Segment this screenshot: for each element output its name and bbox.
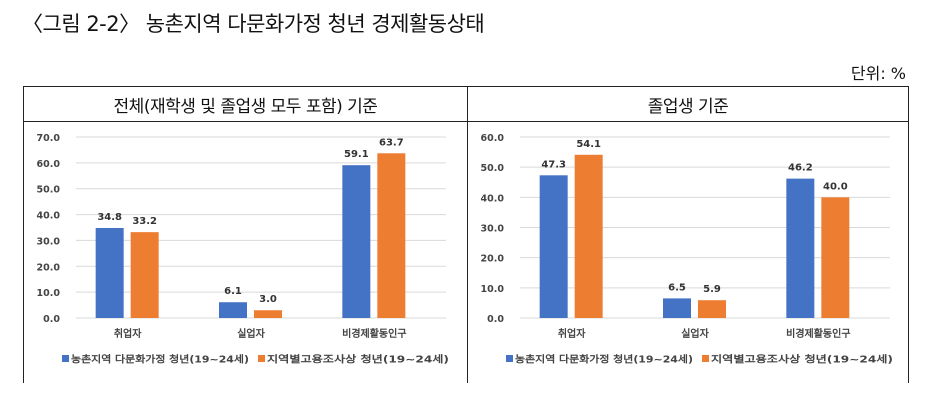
data-label: 33.2 <box>132 216 157 227</box>
bar-2-1 <box>377 153 406 318</box>
y-tick-label: 60.0 <box>37 159 61 170</box>
data-label: 54.1 <box>576 139 601 150</box>
chart2-svg: 0.0 10.0 20.0 30.0 40.0 50.0 60.0 47.3 54.1 취업자 6.… <box>481 133 893 366</box>
bar-1-1 <box>254 310 282 318</box>
x-tick-label: 취업자 <box>114 327 142 340</box>
data-label: 63.7 <box>379 137 404 148</box>
y-tick-label: 30.0 <box>37 236 61 247</box>
y-tick-label: 50.0 <box>37 185 61 196</box>
legend-swatch-0 <box>506 355 513 362</box>
bar-2-0 <box>342 165 371 318</box>
y-tick-label: 40.0 <box>481 193 505 204</box>
y-tick-label: 0.0 <box>487 314 504 325</box>
chart1-title: 전체(재학생 및 졸업생 모두 포함) 기준 <box>24 87 468 122</box>
unit-label: 단위: % <box>850 64 906 83</box>
legend-label-1: 지역별고용조사상 청년(19~24세) <box>267 354 449 366</box>
data-label: 3.0 <box>259 294 277 305</box>
legend-swatch-1 <box>702 355 709 362</box>
data-label: 34.8 <box>97 212 122 223</box>
x-tick-label: 취업자 <box>558 327 586 340</box>
x-tick-label: 실업자 <box>237 327 265 340</box>
data-label: 6.5 <box>668 282 686 293</box>
y-tick-label: 10.0 <box>481 284 505 295</box>
panel-divider <box>467 87 468 383</box>
legend-label-1: 지역별고용조사상 청년(19~24세) <box>711 354 893 366</box>
x-tick-label: 비경제활동인구 <box>342 327 406 340</box>
bar-2-0 <box>786 178 815 318</box>
x-tick-label: 실업자 <box>681 327 709 340</box>
bar-1-0 <box>663 298 691 318</box>
y-tick-label: 10.0 <box>37 288 61 299</box>
bar-2-1 <box>821 197 850 318</box>
y-tick-label: 20.0 <box>481 254 505 265</box>
x-tick-label: 비경제활동인구 <box>786 327 850 340</box>
figure-title: 〈그림 2-2〉 농촌지역 다문화가정 청년 경제활동상태 <box>22 12 485 36</box>
data-label: 40.0 <box>823 181 848 192</box>
y-tick-label: 30.0 <box>481 224 505 235</box>
bar-0-1 <box>574 154 603 318</box>
chart2-title: 졸업생 기준 <box>468 87 908 122</box>
bar-1-0 <box>219 302 247 318</box>
y-tick-label: 40.0 <box>37 211 61 222</box>
figure-table: 전체(재학생 및 졸업생 모두 포함) 기준 졸업생 기준 0.0 10.0 20.… <box>23 86 909 383</box>
y-tick-label: 50.0 <box>481 163 505 174</box>
bar-0-0 <box>539 175 568 318</box>
data-label: 5.9 <box>703 284 721 295</box>
chart1-svg: 0.0 10.0 20.0 30.0 40.0 50.0 60.0 70.0 34.8 33.2 취… <box>37 133 449 366</box>
y-tick-label: 70.0 <box>37 133 61 144</box>
bar-1-1 <box>698 300 726 318</box>
legend-swatch-1 <box>258 355 265 362</box>
y-tick-label: 0.0 <box>43 314 60 325</box>
data-label: 46.2 <box>788 163 813 174</box>
data-label: 47.3 <box>541 159 566 170</box>
legend-label-0: 농촌지역 다문화가정 청년(19~24세) <box>515 354 693 366</box>
y-tick-label: 20.0 <box>37 262 61 273</box>
data-label: 59.1 <box>344 149 369 160</box>
legend-swatch-0 <box>62 355 69 362</box>
bar-0-1 <box>130 232 159 318</box>
data-label: 6.1 <box>224 286 242 297</box>
legend-label-0: 농촌지역 다문화가정 청년(19~24세) <box>71 354 249 366</box>
y-tick-label: 60.0 <box>481 133 505 144</box>
bar-0-0 <box>95 228 124 318</box>
